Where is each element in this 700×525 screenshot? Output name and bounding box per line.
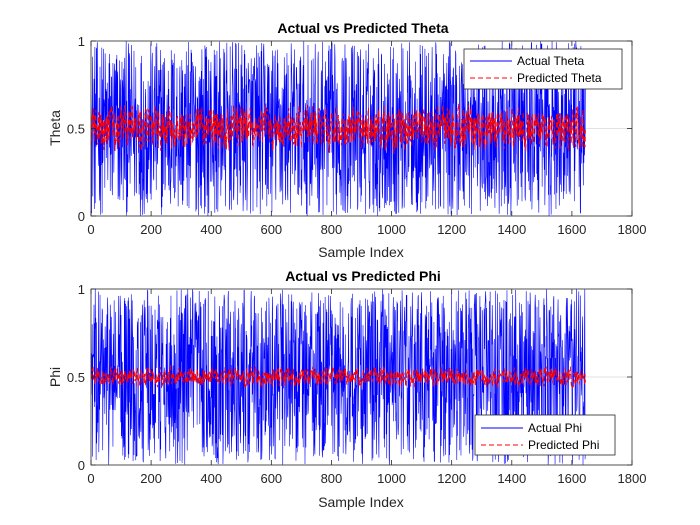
series-layer xyxy=(91,289,586,465)
x-tick-label: 1200 xyxy=(437,222,466,237)
legend-box xyxy=(474,414,616,456)
x-tick-label: 0 xyxy=(87,222,94,237)
y-axis: 00.51 xyxy=(67,282,632,473)
legend: Actual Phi Predicted Phi xyxy=(474,414,616,456)
y-tick-label: 0.5 xyxy=(67,122,85,137)
x-tick-label: 200 xyxy=(140,222,162,237)
legend: Actual Theta Predicted Theta xyxy=(463,48,623,90)
legend-entry: Actual Theta xyxy=(517,54,584,68)
subplot-theta: Actual vs Predicted Theta 0 200 400 600 800 1… xyxy=(47,20,646,260)
x-tick-label: 1200 xyxy=(437,471,466,486)
x-axis-label: Sample Index xyxy=(318,244,404,260)
y-tick-label: 0 xyxy=(78,458,85,473)
y-tick-label: 0.5 xyxy=(67,370,85,385)
x-tick-label: 400 xyxy=(200,471,222,486)
x-tick-label: 800 xyxy=(321,471,343,486)
x-tick-label: 1600 xyxy=(557,471,586,486)
x-axis-label: Sample Index xyxy=(318,494,404,510)
series-line-actual xyxy=(91,289,586,465)
x-tick-label: 1800 xyxy=(618,471,647,486)
legend-entry: Predicted Theta xyxy=(517,71,602,85)
x-axis: 0 200 400 600 800 1000 1200 1400 1600 1800 xyxy=(87,289,646,486)
x-axis: 0 200 400 600 800 1000 1200 1400 1600 1800 xyxy=(87,41,646,237)
x-tick-label: 1600 xyxy=(557,222,586,237)
series-line-predicted xyxy=(90,103,586,154)
legend-entry: Actual Phi xyxy=(528,421,582,435)
y-axis-label: Phi xyxy=(47,367,63,387)
x-tick-label: 1000 xyxy=(377,222,406,237)
x-tick-label: 1000 xyxy=(377,471,406,486)
y-tick-label: 1 xyxy=(78,34,85,49)
subplot-phi: Actual vs Predicted Phi 0 200 400 600 800 100… xyxy=(47,268,646,510)
legend-box xyxy=(463,48,623,90)
series-line-predicted xyxy=(91,364,586,389)
y-axis: 00.51 xyxy=(67,34,632,224)
x-tick-label: 200 xyxy=(140,471,162,486)
chart-title: Actual vs Predicted Theta xyxy=(277,20,448,36)
y-tick-label: 0 xyxy=(78,209,85,224)
x-tick-label: 0 xyxy=(87,471,94,486)
x-tick-label: 600 xyxy=(260,471,282,486)
legend-entry: Predicted Phi xyxy=(528,438,599,452)
x-tick-label: 400 xyxy=(200,222,222,237)
x-tick-label: 800 xyxy=(321,222,343,237)
x-tick-label: 1800 xyxy=(618,222,647,237)
chart-title: Actual vs Predicted Phi xyxy=(285,268,441,284)
y-axis-label: Theta xyxy=(47,110,63,146)
x-tick-label: 600 xyxy=(260,222,282,237)
y-tick-label: 1 xyxy=(78,282,85,297)
x-tick-label: 1400 xyxy=(497,471,526,486)
x-tick-label: 1400 xyxy=(497,222,526,237)
